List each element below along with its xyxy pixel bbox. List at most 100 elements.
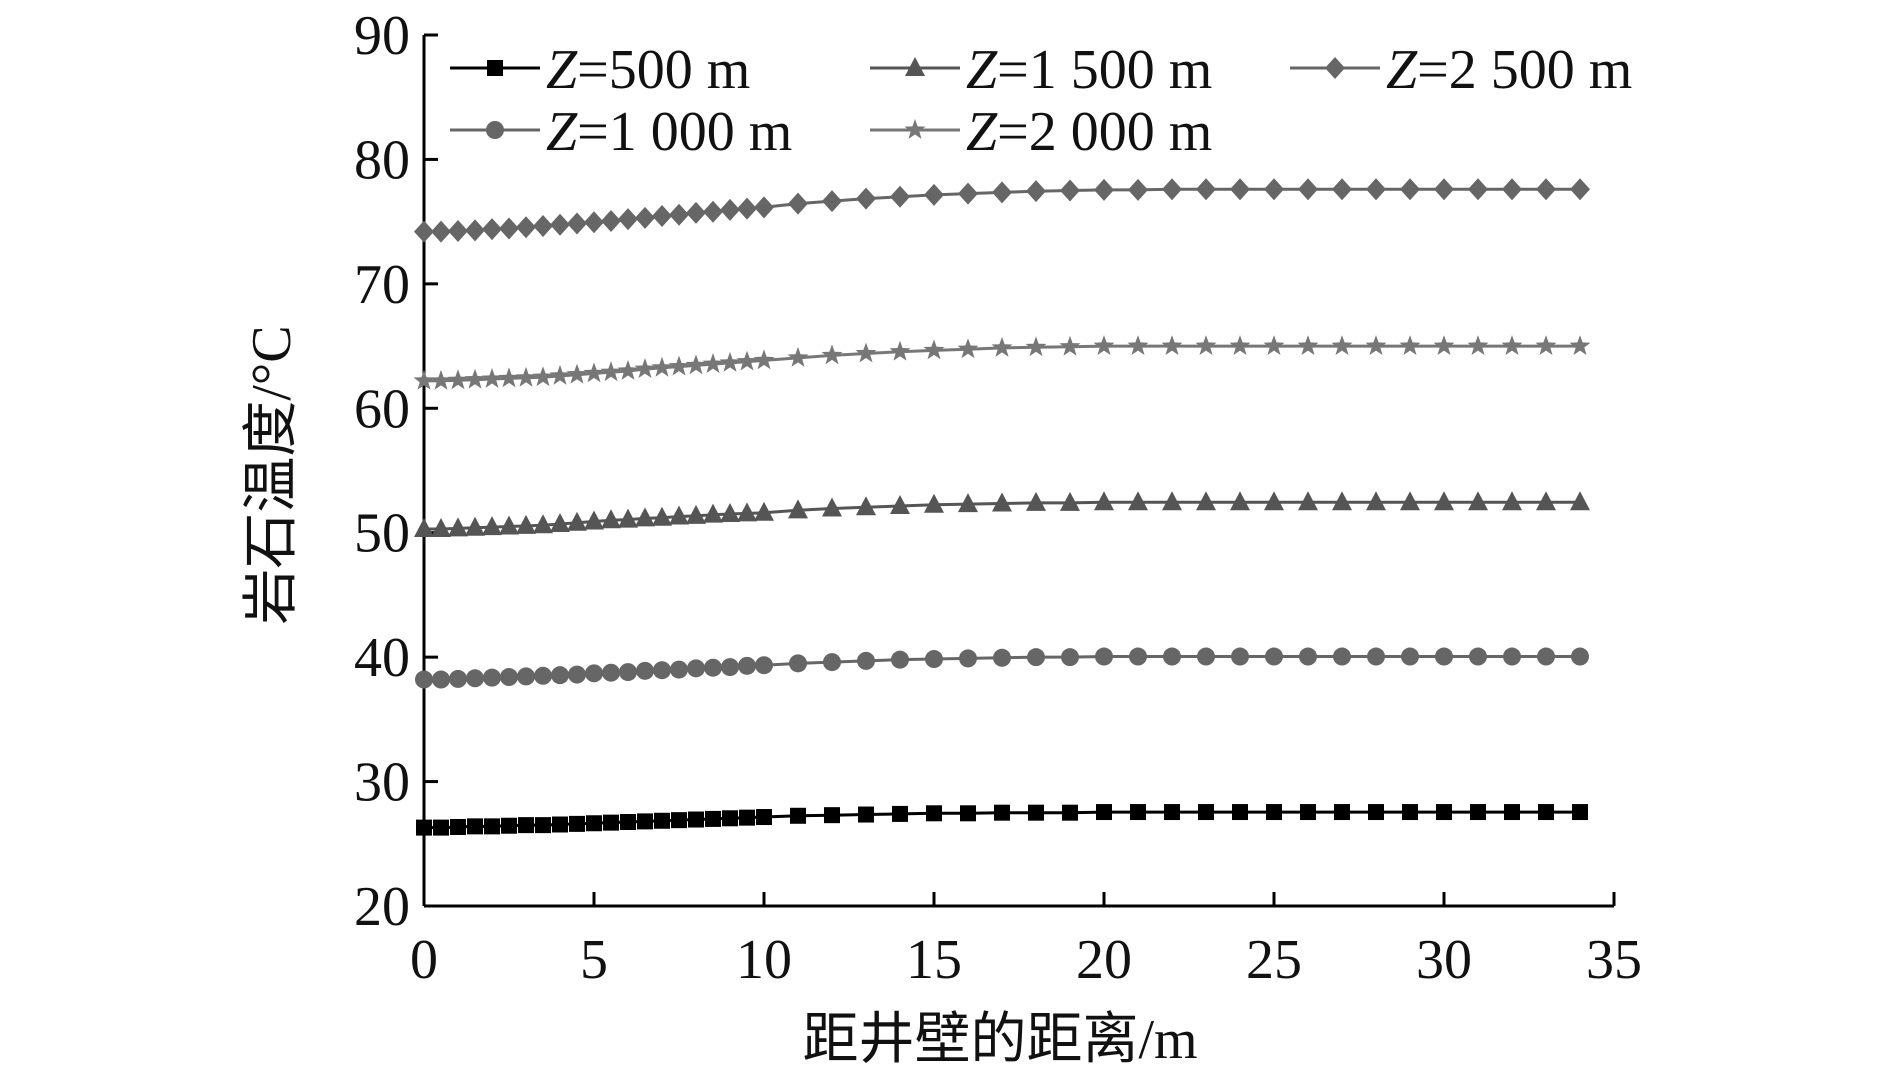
data-point (1128, 178, 1148, 201)
data-point (1367, 647, 1385, 666)
data-point (467, 818, 483, 835)
data-point (703, 503, 723, 523)
data-point (994, 804, 1010, 821)
data-point (736, 350, 758, 371)
data-point (1265, 647, 1283, 666)
data-point (1332, 178, 1352, 201)
data-point (686, 201, 706, 224)
data-point (618, 208, 638, 231)
y-tick-label: 50 (354, 503, 410, 565)
x-axis-title: 距井壁的距离/m (802, 1009, 1197, 1071)
data-point (1435, 647, 1453, 666)
x-tick-label: 25 (1246, 929, 1302, 991)
data-point (482, 516, 502, 536)
data-point (465, 516, 485, 536)
x-tick-label: 35 (1586, 929, 1642, 991)
data-point (1096, 804, 1112, 821)
data-point (924, 493, 944, 513)
data-point (1538, 804, 1554, 821)
data-point (431, 220, 451, 243)
data-point (635, 206, 655, 229)
data-point (1162, 491, 1182, 511)
data-point (535, 817, 551, 834)
data-point (1502, 178, 1522, 201)
data-point (1332, 491, 1352, 511)
data-point (1365, 335, 1387, 355)
data-point (756, 809, 772, 826)
data-point (1197, 647, 1215, 666)
data-point (1230, 178, 1250, 201)
data-point (1128, 491, 1148, 511)
data-point (892, 805, 908, 822)
data-point (670, 660, 688, 679)
data-point (1536, 491, 1556, 511)
legend-label: Z=2 000 m (966, 101, 1212, 163)
data-point (959, 649, 977, 668)
data-point (753, 349, 775, 370)
data-point (1061, 648, 1079, 667)
data-point (702, 353, 724, 373)
data-point (856, 496, 876, 516)
legend-marker (1325, 57, 1345, 79)
data-point (669, 505, 689, 525)
data-point (1263, 335, 1285, 355)
data-point (686, 504, 706, 524)
data-point (957, 338, 979, 359)
data-point (1368, 804, 1384, 821)
data-point (601, 509, 621, 529)
data-point (755, 656, 773, 675)
data-point (1025, 336, 1047, 357)
data-point (1434, 491, 1454, 511)
data-point (991, 336, 1013, 357)
legend-label: Z=500 m (546, 39, 750, 101)
legend-label-variable: Z (966, 101, 998, 163)
data-point (534, 666, 552, 685)
y-tick-label: 60 (354, 378, 410, 440)
data-point (822, 190, 842, 213)
data-point (549, 364, 571, 385)
data-point (1198, 804, 1214, 821)
data-point (856, 187, 876, 210)
y-tick-label: 40 (354, 627, 410, 689)
data-point (1569, 335, 1591, 355)
data-point (704, 658, 722, 677)
data-point (499, 515, 519, 535)
legend-label: Z=1 000 m (546, 101, 792, 163)
data-point (652, 506, 672, 526)
legend-label: Z=2 500 m (1386, 39, 1632, 101)
data-point (1130, 804, 1146, 821)
data-point (1094, 178, 1114, 201)
data-point (568, 665, 586, 684)
x-tick-label: 10 (736, 929, 792, 991)
data-point (1161, 335, 1183, 355)
data-point (789, 654, 807, 673)
legend-entry: Z=1 500 m (870, 39, 1212, 101)
legend-label-variable: Z (966, 39, 998, 101)
data-point (890, 185, 910, 208)
data-point (413, 369, 435, 390)
x-tick-label: 0 (410, 929, 438, 991)
data-point (500, 668, 518, 687)
data-point (1026, 491, 1046, 511)
data-point (857, 651, 875, 670)
data-point (1062, 804, 1078, 821)
data-point (705, 810, 721, 827)
data-point (1433, 335, 1455, 355)
data-point (1570, 491, 1590, 511)
data-point (1434, 178, 1454, 201)
legend-label: Z=1 500 m (966, 39, 1212, 101)
series-square (416, 804, 1588, 836)
legend-label-variable: Z (546, 39, 578, 101)
data-point (739, 809, 755, 826)
data-point (584, 510, 604, 530)
data-point (634, 358, 656, 378)
data-point (1229, 335, 1251, 355)
data-point (889, 340, 911, 361)
data-point (1129, 647, 1147, 666)
y-tick-label: 20 (354, 876, 410, 938)
data-point (1436, 804, 1452, 821)
data-point (1333, 647, 1351, 666)
data-point (738, 656, 756, 675)
data-point (449, 669, 467, 688)
